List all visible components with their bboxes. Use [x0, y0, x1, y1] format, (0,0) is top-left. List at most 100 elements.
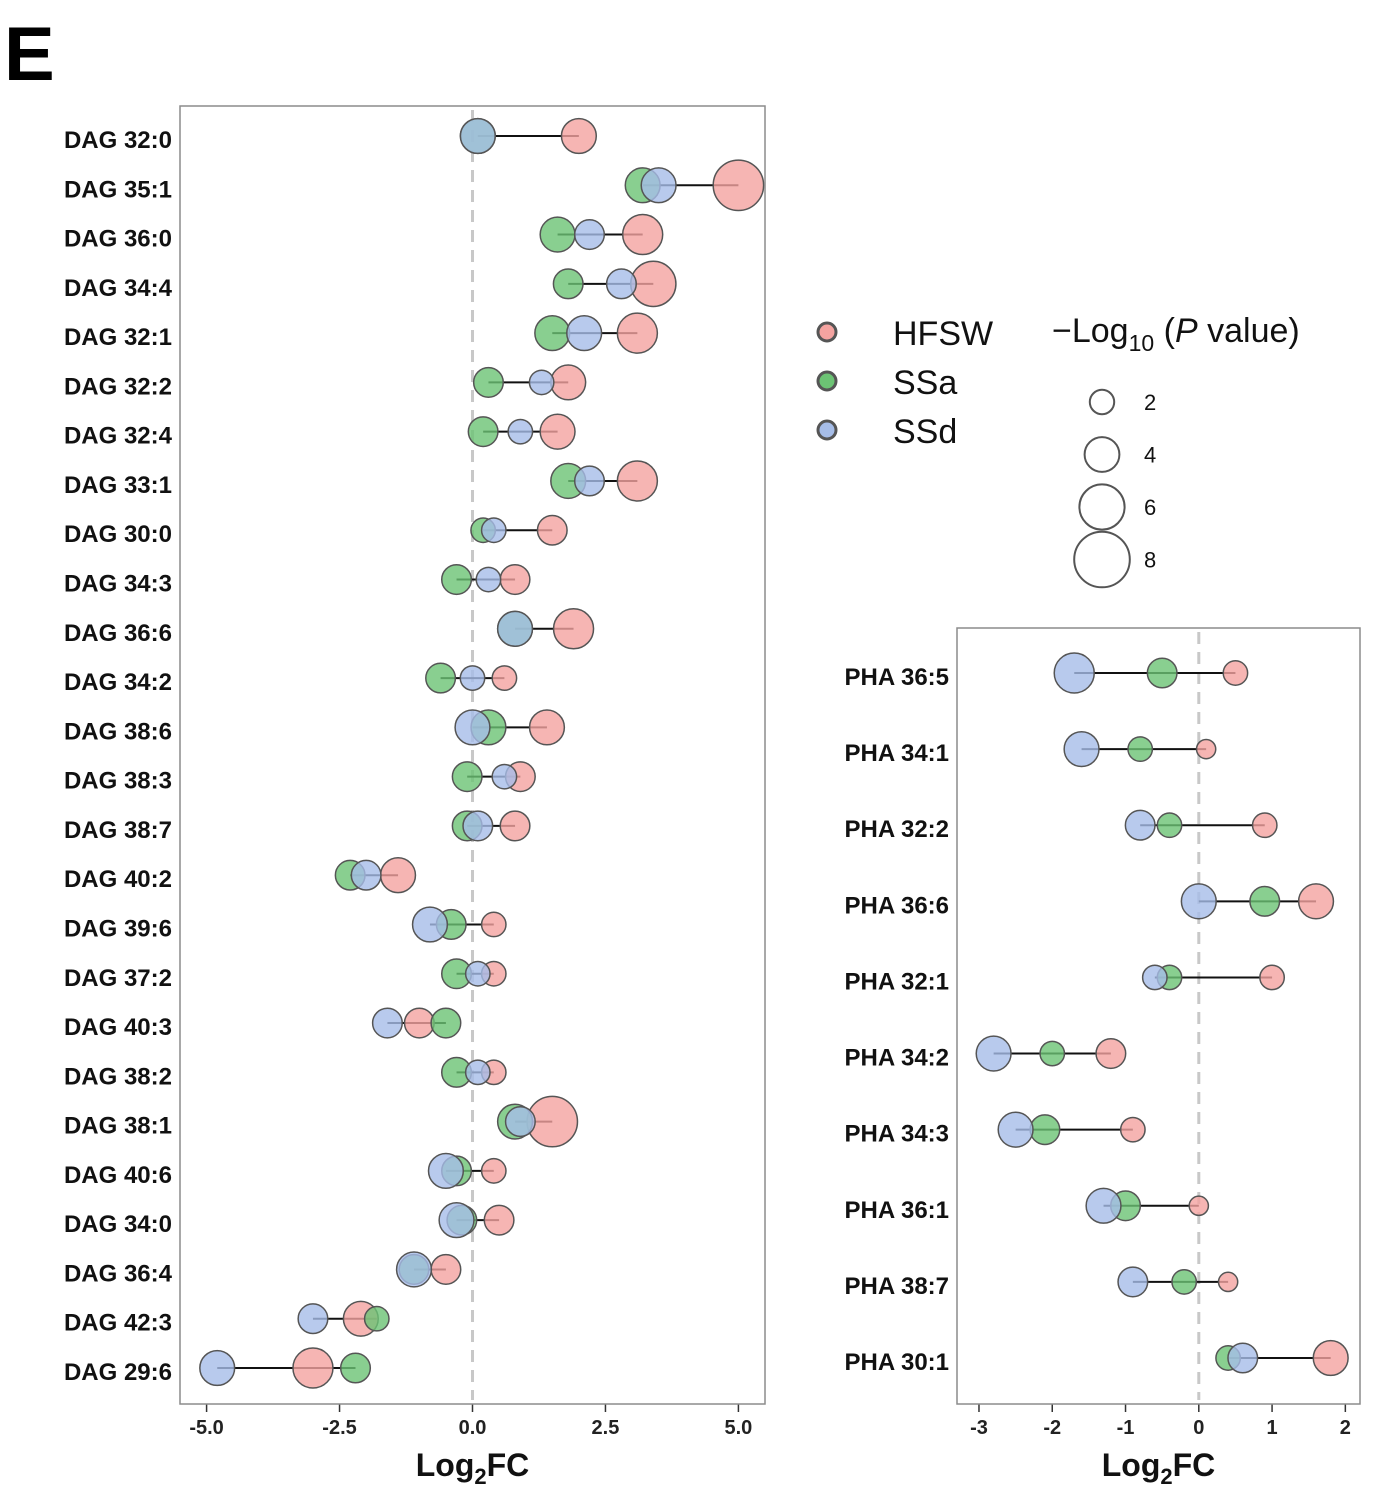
dag-point-ssd [528, 369, 555, 396]
dag-point-ssd [573, 465, 606, 497]
dag-point-ssd [459, 665, 486, 692]
pha-row [1215, 1339, 1349, 1377]
dag-tick-label: -5.0 [189, 1417, 223, 1439]
dag-row [534, 312, 659, 354]
size-key-circle [1083, 436, 1121, 473]
pha-point-hfsw [1095, 1038, 1127, 1070]
pha-point-ssd [1085, 1187, 1122, 1224]
pha-category-labels: PHA 36:5 PHA 34:1 PHA 32:2 PHA 36:6 PHA 32:1… [845, 664, 949, 1376]
pha-point-hfsw [1251, 812, 1278, 839]
dag-point-hfsw [616, 312, 659, 354]
dag-panel: -5.0 -2.5 0.0 2.5 5.0 DAG 32:0 DAG 35:1 DAG 36… [64, 105, 766, 1485]
legend-label-ssd: SSd [893, 413, 957, 451]
dag-row [539, 213, 664, 256]
pha-tick-label: 2 [1340, 1417, 1351, 1439]
pha-point-ssd [1180, 883, 1217, 920]
pha-point-ssd [1053, 652, 1095, 694]
pha-point-hfsw [1217, 1271, 1239, 1293]
dag-tick-label: 2.5 [592, 1417, 620, 1439]
dag-point-ssd [427, 1152, 465, 1190]
pha-point-hfsw [1312, 1339, 1349, 1377]
dag-row [395, 1251, 462, 1288]
dag-tick-label: 0.0 [459, 1417, 487, 1439]
panel-letter: E [4, 12, 55, 97]
dag-category-label: DAG 40:3 [64, 1014, 172, 1041]
dag-category-label: DAG 30:0 [64, 521, 172, 548]
size-key-circle [1073, 530, 1131, 589]
dag-panel-frame [179, 105, 766, 1405]
pha-category-label: PHA 30:1 [845, 1349, 949, 1376]
pha-point-hfsw [1297, 883, 1335, 920]
pha-category-label: PHA 32:1 [845, 968, 949, 995]
dag-point-hfsw [480, 1157, 507, 1184]
dag-point-hfsw [491, 665, 518, 692]
dag-category-label: DAG 38:6 [64, 718, 172, 745]
pha-row [1124, 809, 1278, 841]
dag-point-hfsw [539, 413, 576, 450]
dag-point-hfsw [629, 260, 677, 308]
pha-point-ssd [1117, 1266, 1149, 1298]
dag-row [454, 709, 566, 746]
pha-row [1063, 730, 1217, 768]
dag-point-hfsw [536, 514, 568, 546]
dag-point-ssd [297, 1303, 329, 1335]
dag-category-label: DAG 33:1 [64, 472, 172, 499]
dag-row [459, 117, 598, 155]
dag-category-label: DAG 38:1 [64, 1113, 172, 1140]
dag-point-ssd [464, 1059, 491, 1086]
dag-point-ssa [467, 416, 499, 448]
dag-row [427, 1152, 507, 1190]
pha-point-ssd [997, 1111, 1034, 1148]
legend-sizes: 2 4 6 8 [1073, 388, 1156, 589]
dag-category-label: DAG 36:4 [64, 1260, 173, 1287]
pha-row [1180, 883, 1335, 920]
dag-category-label: DAG 36:6 [64, 620, 172, 647]
dag-point-hfsw [403, 1007, 435, 1039]
dag-point-ssd [411, 906, 449, 943]
dag-point-ssd [371, 1007, 403, 1039]
dag-point-ssa [472, 366, 505, 398]
pha-point-ssa [1156, 812, 1183, 839]
dag-category-label: DAG 34:4 [64, 275, 173, 302]
pha-point-ssa [1249, 885, 1281, 917]
pha-row [1141, 964, 1286, 991]
pha-point-ssd [975, 1035, 1012, 1072]
dag-row [451, 761, 536, 793]
pha-point-ssa [1171, 1268, 1198, 1295]
dag-point-ssd [504, 1106, 536, 1138]
size-key-label: 8 [1144, 548, 1156, 573]
pha-point-ssd [1141, 964, 1168, 991]
dag-category-label: DAG 42:3 [64, 1310, 172, 1337]
legend-size-title: −Log10 (P value) [1052, 312, 1300, 356]
pha-rows [975, 652, 1349, 1377]
dag-category-label: DAG 34:3 [64, 571, 172, 598]
dag-row [467, 413, 576, 450]
dag-point-hfsw [499, 810, 531, 842]
dag-row [470, 514, 568, 546]
pha-category-label: PHA 36:5 [845, 664, 949, 691]
dag-point-hfsw [616, 460, 659, 502]
dag-point-hfsw [552, 608, 595, 650]
pha-category-label: PHA 34:1 [845, 740, 949, 767]
dag-category-label: DAG 38:3 [64, 768, 172, 795]
pha-category-label: PHA 34:3 [845, 1121, 949, 1148]
legend-groups: HFSW SSa SSd [816, 315, 993, 451]
dag-point-hfsw [483, 1204, 515, 1236]
dag-category-labels: DAG 32:0 DAG 35:1 DAG 36:0 DAG 34:4 DAG 32:1… [64, 127, 173, 1386]
dag-row [440, 958, 507, 990]
dag-category-label: DAG 32:0 [64, 127, 172, 154]
dag-row [411, 906, 507, 943]
dag-point-ssd [454, 709, 491, 746]
dag-point-hfsw [480, 911, 507, 938]
dag-point-ssd [464, 960, 491, 987]
pha-point-ssd [1063, 730, 1100, 768]
dag-point-ssa [539, 216, 576, 253]
size-key-label: 4 [1144, 443, 1156, 468]
dag-category-label: DAG 40:6 [64, 1162, 172, 1189]
dag-point-ssd [438, 1202, 475, 1239]
dag-category-label: DAG 32:2 [64, 373, 172, 400]
pha-point-hfsw [1222, 660, 1249, 686]
dag-point-ssa [440, 563, 473, 596]
dag-row [425, 662, 518, 694]
